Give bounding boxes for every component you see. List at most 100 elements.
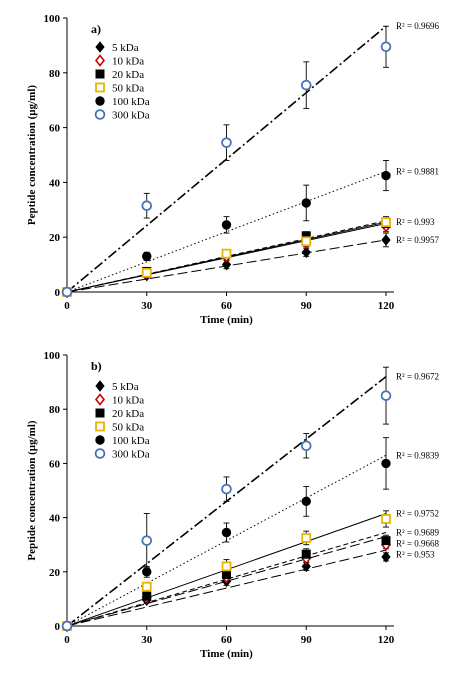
legend-marker [94,109,106,120]
data-point [61,286,73,298]
r-squared-label: R² = 0.9752 [396,509,439,519]
data-point [141,200,153,211]
legend-label: 300 kDa [112,110,150,122]
data-point [141,535,153,546]
legend-label: 5 kDa [112,42,139,54]
data-point [141,581,152,592]
legend-label: 20 kDa [112,408,144,420]
data-point [381,536,391,546]
legend-label: 300 kDa [112,449,150,461]
data-point [141,267,152,278]
x-tick-label: 120 [378,300,395,312]
data-point [381,234,391,246]
data-point [221,220,232,230]
x-tick-label: 30 [141,634,153,646]
data-point [142,567,152,577]
y-tick-label: 20 [49,232,61,244]
trendline [66,549,387,627]
y-tick-label: 40 [49,177,61,189]
legend-label: 50 kDa [112,83,144,95]
legend-label: 50 kDa [112,422,144,434]
data-point [221,561,232,572]
data-point [221,137,232,148]
data-point [61,620,73,632]
y-tick-label: 100 [44,350,61,362]
legend-marker [94,393,106,406]
data-point [381,514,391,524]
legend-marker [94,54,106,67]
y-tick-label: 40 [49,513,61,525]
x-tick-label: 60 [221,300,233,312]
y-tick-label: 60 [49,458,61,470]
data-point [301,246,311,259]
data-point [221,258,232,271]
x-tick-label: 90 [301,634,313,646]
legend-label: 5 kDa [112,381,139,393]
legend-marker [95,408,105,418]
x-tick-label: 0 [64,634,70,646]
legend-marker [95,421,105,432]
data-point [381,170,391,181]
x-tick-label: 90 [301,300,313,312]
y-tick-label: 0 [55,287,61,299]
legend-label: 20 kDa [112,69,144,81]
legend-marker [95,41,105,53]
r-squared-label: R² = 0.9672 [396,372,439,382]
y-axis-label: Peptide concentration (µg/ml) [26,420,38,560]
data-point [381,551,391,563]
legend-marker [95,96,105,106]
data-point [142,591,152,601]
data-point [301,533,312,543]
r-squared-label: R² = 0.9881 [396,166,439,176]
x-axis-label: Time (min) [200,648,253,660]
r-squared-label: R² = 0.9689 [396,528,440,538]
chart-panel: 0 20 40 60 80 100 0 30 60 90 120 Time (min) Peptide … [26,13,440,326]
y-tick-label: 20 [49,567,61,579]
x-tick-label: 30 [141,300,153,312]
trendline [66,170,387,293]
x-tick-label: 0 [64,300,70,312]
r-squared-label: R² = 0.9696 [396,21,440,31]
y-tick-label: 60 [49,123,61,135]
y-axis-label: Peptide concentration (µg/ml) [26,85,38,225]
r-squared-label: R² = 0.993 [396,217,435,227]
data-point [222,570,231,580]
y-tick-label: 100 [44,13,61,25]
x-tick-label: 60 [221,634,233,646]
x-axis-label: Time (min) [200,314,253,326]
data-point [301,236,312,247]
legend-marker [95,380,105,392]
x-tick-label: 120 [378,634,395,646]
panel-label: a) [91,22,101,36]
data-point [221,483,232,495]
y-tick-label: 80 [49,68,61,80]
data-point [301,560,311,573]
data-point [142,251,152,262]
panel-label: b) [91,359,102,373]
data-point [301,198,311,208]
data-point [381,458,391,469]
data-point [300,440,312,452]
data-point [300,79,312,91]
data-point [381,217,391,228]
legend-marker [95,69,105,79]
legend-label: 100 kDa [112,435,150,447]
legend-marker [95,435,105,445]
data-point [221,248,232,259]
r-squared-label: R² = 0.9668 [396,539,440,549]
legend-label: 10 kDa [112,56,144,68]
data-point [301,549,311,559]
r-squared-label: R² = 0.9839 [396,450,440,460]
data-point [301,496,311,507]
legend-marker [95,82,105,93]
r-squared-label: R² = 0.9957 [396,235,440,245]
data-point [380,41,392,53]
r-squared-label: R² = 0.953 [396,550,435,560]
chart-panel: 0 20 40 60 80 100 0 30 60 90 120 Time (min) Peptide … [26,350,440,660]
data-point [380,390,392,401]
y-tick-label: 0 [55,621,61,633]
legend-label: 10 kDa [112,395,144,407]
y-tick-label: 80 [49,404,61,416]
legend-marker [94,448,106,459]
